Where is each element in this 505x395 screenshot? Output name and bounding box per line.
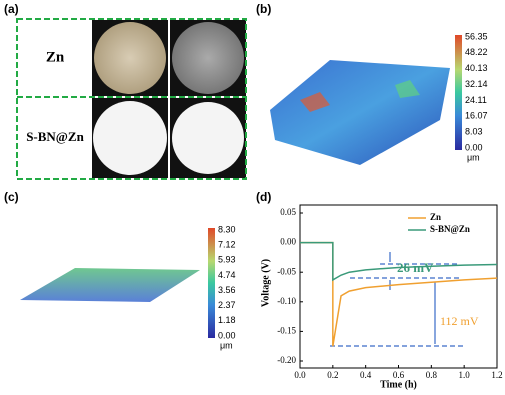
panel-label: (d) <box>256 190 271 204</box>
y-tick-label: -0.05 <box>277 266 296 276</box>
colorbar-label: 1.18 <box>218 315 236 325</box>
series-line <box>300 241 498 282</box>
colorbar-label: 8.30 <box>218 224 236 234</box>
surface-3d <box>20 268 200 302</box>
y-axis-label: Voltage (V) <box>260 259 271 307</box>
panel-a: Zn S-BN@Zn <box>16 18 247 180</box>
legend-label: S-BN@Zn <box>430 224 470 234</box>
legend-label: Zn <box>430 212 441 222</box>
sbn-disc <box>93 101 167 175</box>
x-tick-label: 1.2 <box>491 370 502 380</box>
x-axis-label: Time (h) <box>380 379 417 390</box>
colorbar-label: 40.13 <box>465 63 488 73</box>
colorbar-unit: μm <box>467 152 480 162</box>
x-tick-label: 0.6 <box>393 370 405 380</box>
colorbar-label: 0.00 <box>465 142 483 152</box>
sbn-disc-cycled <box>172 102 244 174</box>
y-tick-label: 0.00 <box>280 237 296 247</box>
colorbar-label: 3.56 <box>218 285 236 295</box>
panel-label: (c) <box>4 190 19 204</box>
x-tick-label: 0.2 <box>327 370 338 380</box>
y-tick-label: -0.20 <box>277 355 296 365</box>
panel-label: (a) <box>4 2 19 16</box>
annotation: 112 mV <box>440 314 479 328</box>
panel-label: (b) <box>256 2 271 16</box>
surface-3d <box>270 60 450 165</box>
dashed-box <box>16 18 247 180</box>
series-line <box>300 241 498 347</box>
colorbar <box>455 35 462 150</box>
y-tick-label: -0.10 <box>277 296 296 306</box>
colorbar-label: 2.37 <box>218 300 236 310</box>
colorbar-label: 24.11 <box>465 95 487 105</box>
colorbar-label: 8.03 <box>465 127 483 137</box>
row-label: Zn <box>46 49 65 65</box>
x-tick-label: 0.8 <box>426 370 438 380</box>
colorbar-label: 0.00 <box>218 330 236 340</box>
x-tick-label: 1.0 <box>459 370 471 380</box>
zn-disc <box>94 22 166 94</box>
colorbar-unit: μm <box>220 340 233 350</box>
surface-peak <box>300 92 330 112</box>
y-tick-label: 0.05 <box>280 207 296 217</box>
annotation: 26 mV <box>397 260 434 275</box>
row-label: S-BN@Zn <box>26 129 84 144</box>
colorbar-label: 4.74 <box>218 270 236 280</box>
zn-disc-cycled <box>172 22 244 94</box>
x-tick-label: 0.0 <box>294 370 306 380</box>
x-tick-label: 0.4 <box>360 370 372 380</box>
colorbar-label: 5.93 <box>218 255 236 265</box>
annotation-lines <box>330 252 465 347</box>
colorbar-label: 32.14 <box>465 79 488 89</box>
colorbar-label: 16.07 <box>465 111 488 121</box>
surface-peak <box>395 80 420 98</box>
colorbar-label: 48.22 <box>465 47 488 57</box>
colorbar <box>208 228 215 338</box>
y-tick-label: -0.15 <box>277 325 296 335</box>
colorbar-label: 56.35 <box>465 31 488 41</box>
colorbar-label: 7.12 <box>218 240 236 250</box>
